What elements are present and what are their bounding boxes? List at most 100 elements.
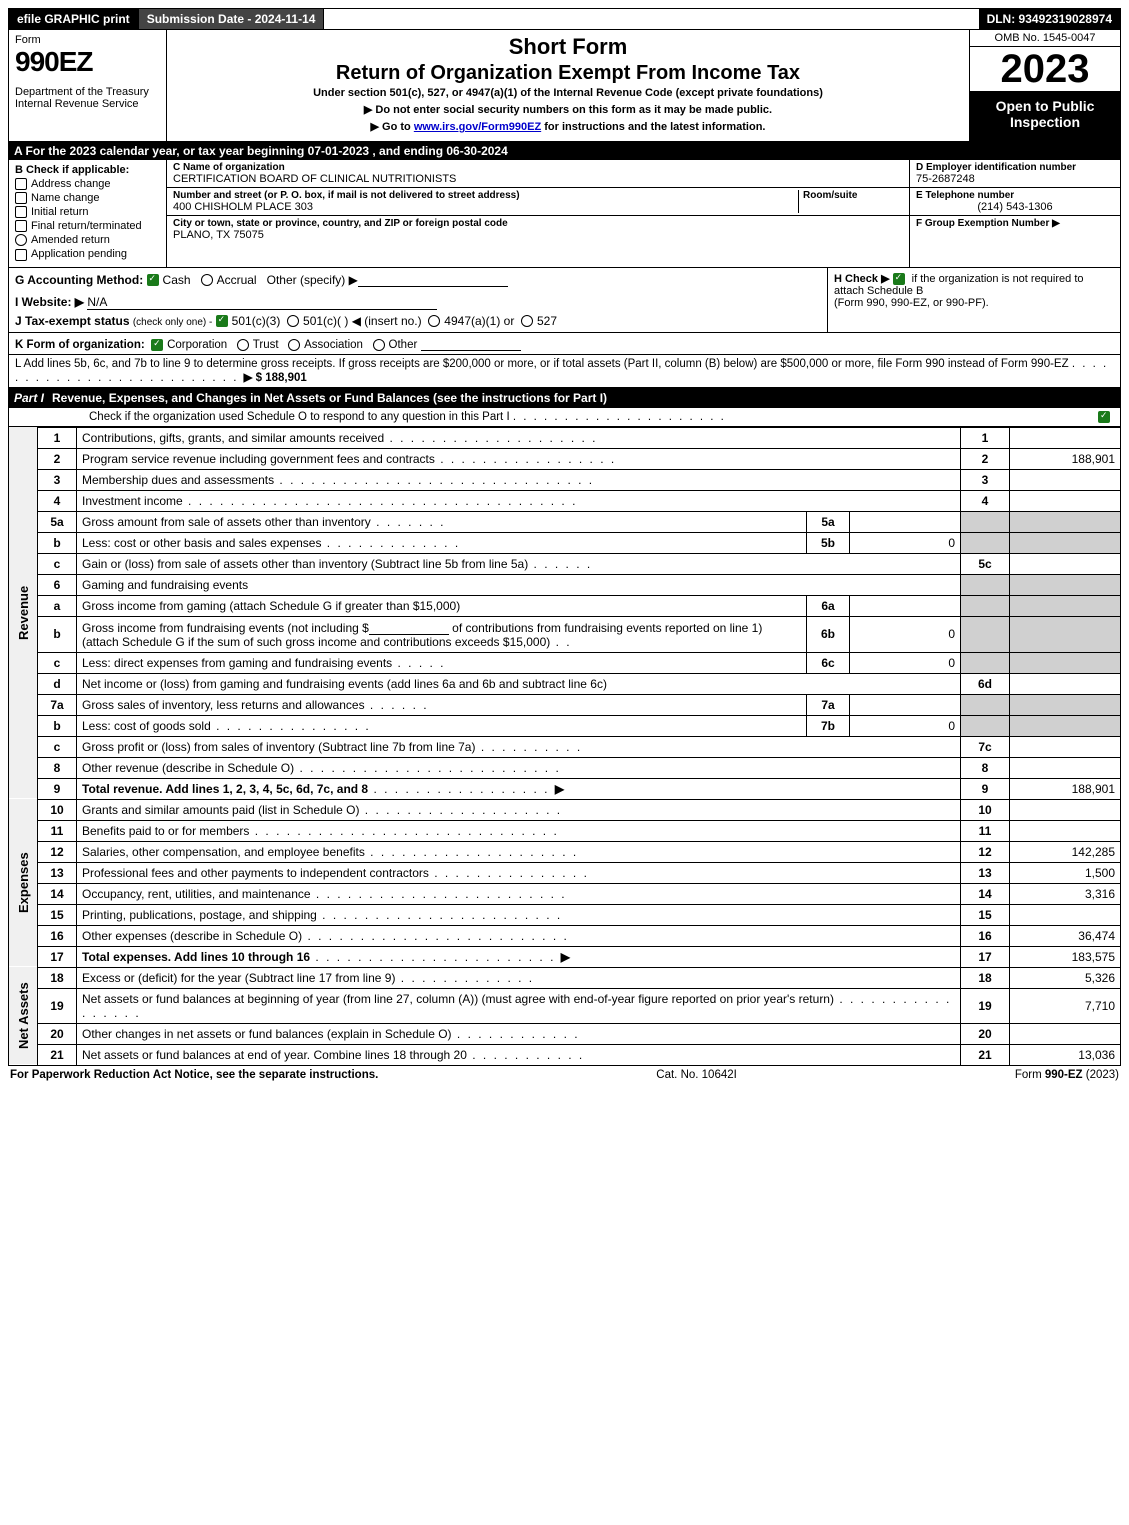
website-value: N/A	[87, 295, 437, 310]
checkbox-other[interactable]	[373, 339, 385, 351]
line-desc: Net income or (loss) from gaming and fun…	[77, 673, 961, 694]
table-row: c Gross profit or (loss) from sales of i…	[9, 736, 1121, 757]
section-a-period: A For the 2023 calendar year, or tax yea…	[8, 142, 1121, 160]
bcde-block: B Check if applicable: Address change Na…	[8, 160, 1121, 268]
line-desc: Gross sales of inventory, less returns a…	[77, 694, 807, 715]
org-street: 400 CHISHOLM PLACE 303	[173, 201, 798, 213]
line-amount: 3,316	[1010, 883, 1121, 904]
f-label: F Group Exemption Number ▶	[916, 218, 1114, 229]
line-desc: Other expenses (describe in Schedule O) …	[77, 925, 961, 946]
part-1-header: Part I Revenue, Expenses, and Changes in…	[8, 388, 1121, 408]
k-other-input[interactable]	[421, 336, 521, 351]
checkbox-association[interactable]	[288, 339, 300, 351]
checkbox-corporation[interactable]	[151, 339, 163, 351]
checkbox-501c3[interactable]	[216, 315, 228, 327]
checkbox-application-pending[interactable]: Application pending	[15, 248, 160, 260]
k-corp: Corporation	[167, 339, 227, 351]
section-c: C Name of organization CERTIFICATION BOA…	[167, 160, 909, 267]
table-row: 3 Membership dues and assessments . . . …	[9, 469, 1121, 490]
table-row: c Gain or (loss) from sale of assets oth…	[9, 553, 1121, 574]
section-k: K Form of organization: Corporation Trus…	[8, 333, 1121, 355]
table-row: 11 Benefits paid to or for members . . .…	[9, 820, 1121, 841]
line-desc: Benefits paid to or for members . . . . …	[77, 820, 961, 841]
c-street-label: Number and street (or P. O. box, if mail…	[173, 190, 798, 201]
g-label: G Accounting Method:	[15, 273, 143, 287]
table-row: Expenses 10 Grants and similar amounts p…	[9, 799, 1121, 820]
line-desc: Membership dues and assessments . . . . …	[77, 469, 961, 490]
line-desc: Less: direct expenses from gaming and fu…	[77, 652, 807, 673]
checkbox-527[interactable]	[521, 315, 533, 327]
k-label: K Form of organization:	[15, 339, 145, 351]
table-row: 20 Other changes in net assets or fund b…	[9, 1023, 1121, 1044]
table-row: Net Assets 18 Excess or (deficit) for th…	[9, 967, 1121, 988]
line-desc: Salaries, other compensation, and employ…	[77, 841, 961, 862]
c-city-label: City or town, state or province, country…	[173, 218, 508, 229]
note2-pre: ▶ Go to	[371, 121, 414, 133]
line-desc: Total revenue. Add lines 1, 2, 3, 4, 5c,…	[77, 778, 961, 799]
checkbox-501c[interactable]	[287, 315, 299, 327]
line-desc: Net assets or fund balances at beginning…	[77, 988, 961, 1023]
checkbox-cash[interactable]	[147, 274, 159, 286]
table-row: a Gross income from gaming (attach Sched…	[9, 595, 1121, 616]
line-desc: Less: cost of goods sold . . . . . . . .…	[77, 715, 807, 736]
line-desc: Investment income . . . . . . . . . . . …	[77, 490, 961, 511]
ein-value: 75-2687248	[916, 173, 1114, 185]
checkbox-trust[interactable]	[237, 339, 249, 351]
line-amount: 1,500	[1010, 862, 1121, 883]
checkbox-schedule-o[interactable]	[1098, 411, 1110, 423]
k-other: Other	[389, 339, 418, 351]
footer-center: Cat. No. 10642I	[656, 1069, 737, 1081]
checkbox-amended-return[interactable]: Amended return	[15, 234, 160, 246]
checkbox-address-change[interactable]: Address change	[15, 178, 160, 190]
g-other: Other (specify) ▶	[267, 273, 358, 287]
checkbox-accrual[interactable]	[201, 274, 213, 286]
table-row: b Less: cost of goods sold . . . . . . .…	[9, 715, 1121, 736]
line-amount: 7,710	[1010, 988, 1121, 1023]
j-note: (check only one) -	[133, 317, 212, 328]
table-row: 12 Salaries, other compensation, and emp…	[9, 841, 1121, 862]
header-subtitle: Under section 501(c), 527, or 4947(a)(1)…	[171, 87, 965, 99]
table-row: 14 Occupancy, rent, utilities, and maint…	[9, 883, 1121, 904]
table-row: 9 Total revenue. Add lines 1, 2, 3, 4, 5…	[9, 778, 1121, 799]
c-room-label: Room/suite	[803, 190, 903, 201]
table-row: 2 Program service revenue including gove…	[9, 448, 1121, 469]
checkbox-final-return[interactable]: Final return/terminated	[15, 220, 160, 232]
checkbox-4947[interactable]	[428, 315, 440, 327]
label-amended-return: Amended return	[31, 234, 110, 246]
line-desc: Occupancy, rent, utilities, and maintena…	[77, 883, 961, 904]
ghij-block: G Accounting Method: Cash Accrual Other …	[8, 268, 1121, 333]
section-b: B Check if applicable: Address change Na…	[9, 160, 167, 267]
efile-print-label[interactable]: efile GRAPHIC print	[9, 9, 139, 29]
part-1-label: Part I	[14, 391, 52, 405]
line-desc: Gross amount from sale of assets other t…	[77, 511, 807, 532]
table-row: b Gross income from fundraising events (…	[9, 616, 1121, 652]
return-title: Return of Organization Exempt From Incom…	[171, 62, 965, 85]
line-desc: Contributions, gifts, grants, and simila…	[77, 427, 961, 448]
dept-treasury: Department of the Treasury	[15, 86, 160, 98]
footer-right: Form 990-EZ (2023)	[1015, 1069, 1119, 1081]
line-desc: Gain or (loss) from sale of assets other…	[77, 553, 961, 574]
label-name-change: Name change	[31, 192, 100, 204]
section-h: H Check ▶ if the organization is not req…	[827, 268, 1120, 332]
fundraising-amount-input[interactable]	[369, 620, 449, 635]
line-desc: Gross profit or (loss) from sales of inv…	[77, 736, 961, 757]
line-amount	[1010, 427, 1121, 448]
checkbox-initial-return[interactable]: Initial return	[15, 206, 160, 218]
j-opt3: 4947(a)(1) or	[444, 314, 514, 328]
g-other-input[interactable]	[358, 272, 508, 287]
line-desc: Gross income from gaming (attach Schedul…	[77, 595, 807, 616]
org-name: CERTIFICATION BOARD OF CLINICAL NUTRITIO…	[173, 173, 903, 185]
irs-link[interactable]: www.irs.gov/Form990EZ	[414, 121, 541, 133]
section-b-title: B Check if applicable:	[15, 164, 160, 176]
part1-check-text: Check if the organization used Schedule …	[89, 411, 510, 423]
form-label: Form	[15, 34, 160, 46]
table-row: 5a Gross amount from sale of assets othe…	[9, 511, 1121, 532]
part-1-title: Revenue, Expenses, and Changes in Net As…	[52, 391, 607, 405]
header-left: Form 990EZ Department of the Treasury In…	[9, 30, 167, 141]
irs-label: Internal Revenue Service	[15, 98, 160, 110]
checkbox-name-change[interactable]: Name change	[15, 192, 160, 204]
g-cash: Cash	[163, 273, 191, 287]
table-row: 13 Professional fees and other payments …	[9, 862, 1121, 883]
table-row: d Net income or (loss) from gaming and f…	[9, 673, 1121, 694]
checkbox-schedule-b[interactable]	[893, 273, 905, 285]
